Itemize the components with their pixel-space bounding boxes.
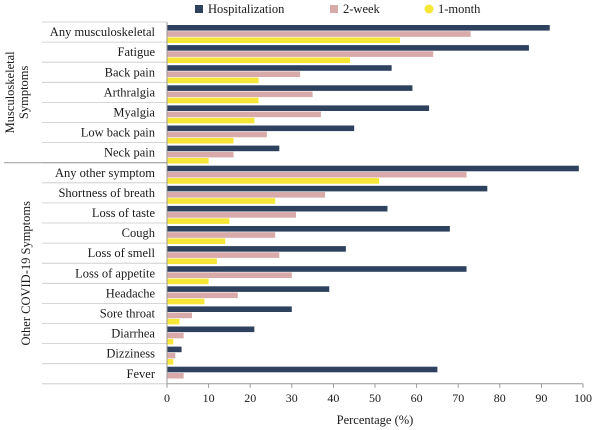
x-axis-ticks: 0 10 20 30 40 50 60 70 80 90 100 [164,383,592,405]
x-tick-label-0: 0 [164,391,170,405]
bar-1-1 [167,51,434,57]
bar-0-14 [167,306,292,312]
bar-1-7 [167,171,467,178]
category-label-11: Loss of smell [88,246,156,260]
category-label-17: Fever [127,367,156,381]
bar-0-15 [167,326,255,333]
category-label-2: Back pain [105,65,156,79]
bar-2-14 [167,318,180,325]
bar-1-2 [167,71,301,77]
category-label-1: Fatigue [118,45,156,59]
x-tick-label-1: 10 [203,391,215,405]
bar-2-10 [167,238,226,244]
bar-1-11 [167,252,280,258]
bar-0-2 [167,65,392,71]
category-label-15: Diarrhea [111,327,155,341]
bar-2-5 [167,137,234,144]
bar-0-9 [167,205,388,212]
bar-0-7 [167,165,579,172]
category-label-13: Headache [106,286,156,300]
bar-0-4 [167,105,430,111]
legend-label-2: 1-month [438,2,481,16]
category-label-5: Low back pain [81,126,156,140]
bar-2-11 [167,258,217,265]
bar-0-17 [167,366,438,373]
category-label-9: Loss of taste [92,206,156,220]
bar-2-3 [167,97,259,104]
x-tick-label-5: 50 [369,391,381,405]
category-label-7: Any other symptom [55,166,155,180]
bar-0-0 [167,25,550,31]
legend-swatch-1 [330,5,338,13]
bar-2-12 [167,278,209,285]
bar-1-14 [167,312,192,319]
bar-1-17 [167,372,184,379]
x-tick-label-8: 80 [494,391,506,405]
bar-0-6 [167,145,280,152]
category-label-3: Arthralgia [104,85,156,99]
x-tick-label-3: 30 [286,391,298,405]
x-axis-title: Percentage (%) [337,413,414,427]
legend-label-0: Hospitalization [208,2,285,16]
group-label-1: Other COVID-19 Symptoms [19,201,33,346]
bar-2-0 [167,37,400,43]
category-label-16: Dizziness [106,347,155,361]
x-tick-label-9: 90 [535,391,547,405]
category-separators [42,41,167,385]
bar-1-6 [167,151,234,158]
bar-1-5 [167,131,267,138]
bar-1-4 [167,111,321,118]
category-label-4: Myalgia [113,105,155,119]
category-label-0: Any musculoskeletal [50,25,156,39]
category-label-14: Sore throat [100,306,156,320]
legend: Hospitalization 2-week 1-month [195,2,481,16]
bar-2-15 [167,338,174,345]
category-labels: Any musculoskeletal Fatigue Back pain Arthr… [50,25,156,381]
bar-0-16 [167,346,182,353]
bar-1-8 [167,192,326,198]
legend-swatch-2 [424,4,434,14]
category-label-10: Cough [122,226,156,240]
bar-2-9 [167,218,230,224]
bar-0-8 [167,185,488,192]
category-label-6: Neck pain [104,146,156,160]
bar-1-13 [167,292,238,299]
bar-2-2 [167,77,259,84]
x-tick-label-7: 70 [452,391,464,405]
bar-1-16 [167,352,176,359]
bars [167,25,579,379]
legend-swatch-0 [195,5,203,13]
bar-0-3 [167,85,413,91]
bar-0-11 [167,246,346,252]
bar-1-10 [167,232,276,238]
x-tick-label-4: 40 [327,391,339,405]
legend-label-1: 2-week [343,2,381,16]
bar-0-10 [167,226,450,232]
bar-1-9 [167,212,296,218]
group-labels: MusculoskeletalSymptoms Other COVID-19 Sy… [3,51,167,346]
bar-1-12 [167,272,292,278]
category-label-12: Loss of appetite [75,266,155,280]
category-label-8: Shortness of breath [58,186,155,200]
bar-2-4 [167,117,255,124]
group-label-0: MusculoskeletalSymptoms [3,51,31,133]
bar-2-8 [167,198,276,204]
x-tick-label-6: 60 [411,391,423,405]
x-tick-label-2: 20 [244,391,256,405]
bar-2-7 [167,178,380,184]
bar-2-16 [167,359,174,365]
bar-1-3 [167,91,313,98]
bar-0-1 [167,45,529,51]
bar-1-15 [167,332,184,339]
bar-0-12 [167,266,467,272]
bar-0-13 [167,286,330,292]
bar-1-0 [167,31,471,37]
bar-0-5 [167,125,355,132]
bar-2-1 [167,57,351,64]
x-tick-label-10: 100 [574,391,592,405]
bar-2-13 [167,298,205,305]
bar-2-6 [167,158,209,164]
